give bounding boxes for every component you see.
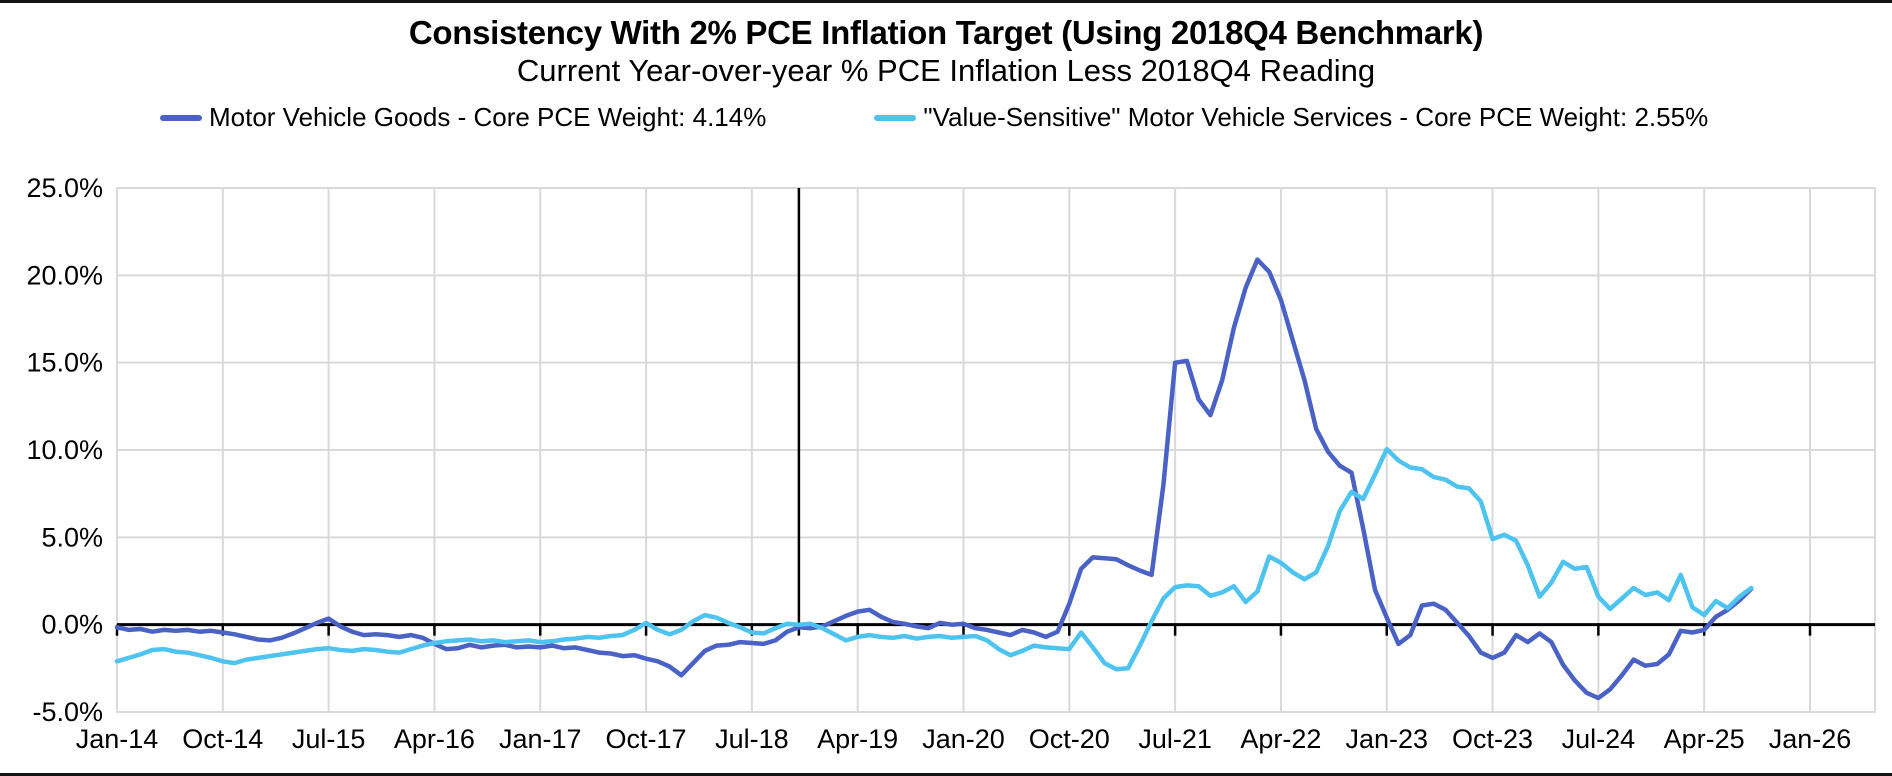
y-tick-label: 10.0% — [26, 435, 103, 465]
legend-label-goods: Motor Vehicle Goods - Core PCE Weight: 4… — [209, 102, 767, 132]
x-tick-label: Jul-15 — [292, 724, 366, 754]
line-chart: 25.0% 20.0% 15.0% 10.0% 5.0% 0.0% -5.0%Jan-14 O… — [26, 173, 1876, 754]
y-tick-label: 20.0% — [26, 260, 103, 290]
x-tick-label: Jan-14 — [76, 724, 159, 754]
y-tick-label: 25.0% — [26, 173, 103, 203]
x-tick-label: Apr-25 — [1664, 724, 1745, 754]
legend-swatch-services — [874, 114, 917, 121]
x-tick-label: Jan-20 — [922, 724, 1005, 754]
x-tick-label: Oct-20 — [1029, 724, 1110, 754]
x-tick-label: Oct-17 — [606, 724, 687, 754]
legend-item-motor-vehicle-goods: Motor Vehicle Goods - Core PCE Weight: 4… — [160, 102, 766, 133]
y-tick-label: 15.0% — [26, 348, 103, 378]
y-tick-label: 5.0% — [41, 522, 103, 552]
series-line-motor-vehicle-goods — [114, 257, 1754, 701]
x-tick-label: Jan-26 — [1769, 724, 1852, 754]
x-tick-label: Apr-19 — [817, 724, 898, 754]
y-tick-label: 0.0% — [41, 610, 103, 640]
x-tick-label: Oct-23 — [1452, 724, 1533, 754]
x-tick-label: Jul-21 — [1138, 724, 1212, 754]
chart-legend: Motor Vehicle Goods - Core PCE Weight: 4… — [160, 102, 1708, 133]
x-tick-label: Jan-23 — [1345, 724, 1428, 754]
x-tick-label: Jul-18 — [715, 724, 789, 754]
legend-item-motor-vehicle-services: "Value-Sensitive" Motor Vehicle Services… — [874, 102, 1708, 133]
x-tick-label: Apr-22 — [1240, 724, 1321, 754]
x-tick-label: Jan-17 — [499, 724, 582, 754]
x-tick-label: Apr-16 — [394, 724, 475, 754]
chart-title: Consistency With 2% PCE Inflation Target… — [408, 14, 1484, 51]
legend-swatch-goods — [160, 114, 202, 121]
legend-label-services: "Value-Sensitive" Motor Vehicle Services… — [923, 102, 1709, 132]
y-tick-label: -5.0% — [32, 697, 103, 727]
x-tick-label: Jul-24 — [1562, 724, 1636, 754]
chart-subtitle: Current Year-over-year % PCE Inflation L… — [516, 53, 1376, 88]
x-tick-label: Oct-14 — [182, 724, 263, 754]
series-line-motor-vehicle-services — [114, 446, 1754, 672]
